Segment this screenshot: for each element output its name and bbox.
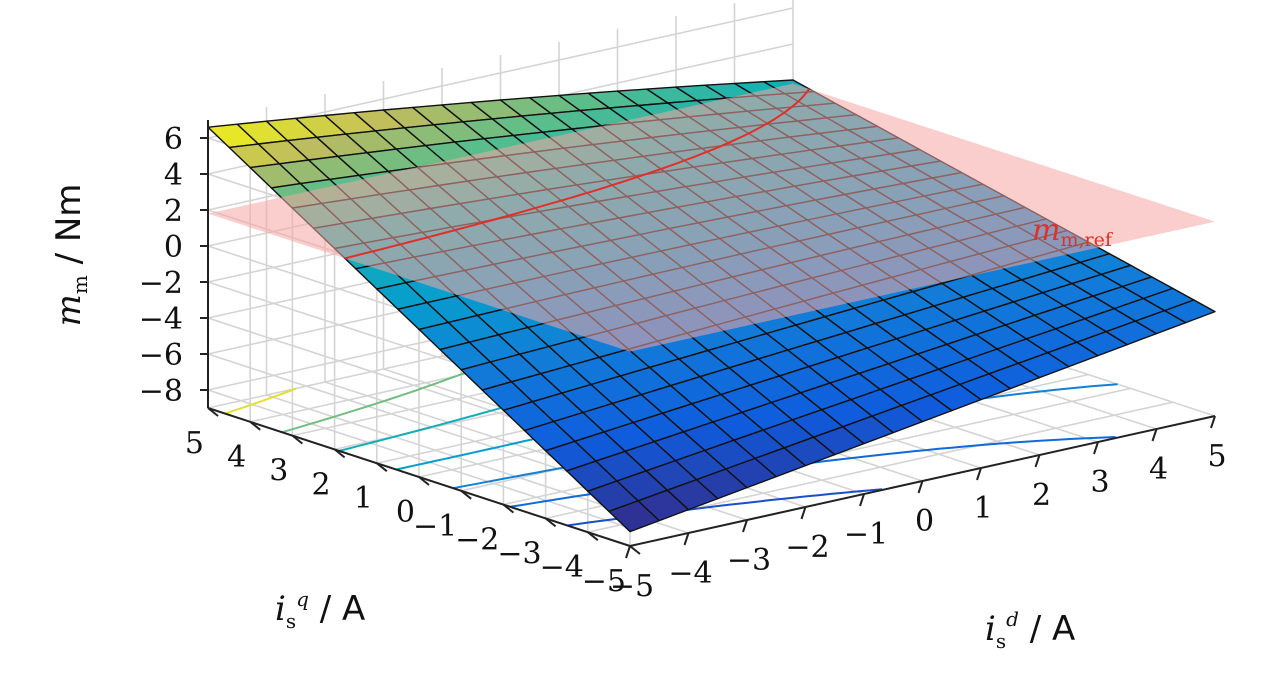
- z-tick-label: −4: [139, 302, 183, 337]
- z-tick-label: −6: [139, 338, 183, 373]
- y-tick-label: 5: [185, 426, 204, 461]
- y-tick-mark: [629, 545, 641, 555]
- x-tick-mark: [742, 519, 748, 533]
- x-axis-title: isd / A: [985, 607, 1075, 653]
- y-tick-label: 2: [312, 467, 331, 502]
- y-tick-label: 1: [354, 481, 373, 516]
- y-tick-mark: [502, 503, 515, 514]
- ref-plane: [208, 83, 1215, 352]
- z-tick-label: 6: [164, 122, 183, 157]
- y-tick-mark: [207, 407, 219, 417]
- y-tick-mark: [418, 476, 430, 486]
- reference-plane: [208, 83, 1215, 352]
- y-tick-mark: [460, 490, 472, 500]
- z-tick-label: −8: [139, 374, 183, 409]
- y-tick-mark: [544, 517, 557, 528]
- ref-label-m: m: [1032, 213, 1060, 248]
- x-tick-mark: [976, 467, 982, 481]
- ref-label: mm,ref: [1032, 213, 1114, 251]
- x-tick-mark: [625, 545, 631, 559]
- y-tick-label: −5: [582, 564, 626, 599]
- z-tick-label: 2: [164, 194, 183, 229]
- x-tick-label: −3: [727, 543, 771, 578]
- x-tick-mark: [1151, 428, 1158, 442]
- z-tick-label: −2: [139, 266, 183, 301]
- x-tick-label: −4: [668, 556, 712, 591]
- x-tick-label: −2: [785, 530, 829, 565]
- x-tick-label: 0: [915, 504, 934, 539]
- x-tick-label: −1: [844, 517, 888, 552]
- x-tick-mark: [1210, 415, 1216, 429]
- intersection-curve: [344, 88, 811, 260]
- x-tick-label: −5: [610, 569, 654, 604]
- axes: [200, 120, 1216, 559]
- x-tick-mark: [800, 506, 807, 520]
- contour-line: [224, 387, 297, 415]
- y-axis-title: isq / A: [275, 587, 365, 633]
- x-tick-mark: [1093, 441, 1099, 455]
- x-tick-label: 3: [1090, 465, 1109, 500]
- y-tick-label: −2: [455, 523, 499, 558]
- x-tick-mark: [683, 532, 690, 546]
- surface-patch: [1163, 299, 1216, 324]
- y-tick-label: −3: [497, 536, 541, 571]
- y-tick-label: −4: [540, 550, 584, 585]
- y-tick-mark: [376, 462, 388, 472]
- y-tick-label: 0: [396, 495, 415, 530]
- x-tick-mark: [917, 480, 924, 494]
- y-tick-label: 3: [269, 454, 288, 489]
- x-tick-label: 5: [1207, 439, 1226, 474]
- y-tick-mark: [587, 531, 599, 541]
- ref-label-sub: m,ref: [1060, 229, 1113, 251]
- y-tick-label: −1: [413, 509, 457, 544]
- y-tick-mark: [333, 448, 346, 459]
- x-tick-label: 2: [1032, 478, 1051, 513]
- z-tick-label: 0: [164, 230, 183, 265]
- z-tick-label: 4: [164, 158, 183, 193]
- x-tick-label: 4: [1149, 452, 1168, 487]
- x-tick-label: 1: [973, 491, 992, 526]
- z-axis-title: mm / Nm: [49, 184, 92, 327]
- y-tick-label: 4: [227, 440, 246, 475]
- y-tick-mark: [249, 421, 261, 431]
- x-tick-mark: [1034, 454, 1041, 468]
- x-tick-mark: [859, 493, 865, 507]
- y-tick-mark: [291, 434, 304, 445]
